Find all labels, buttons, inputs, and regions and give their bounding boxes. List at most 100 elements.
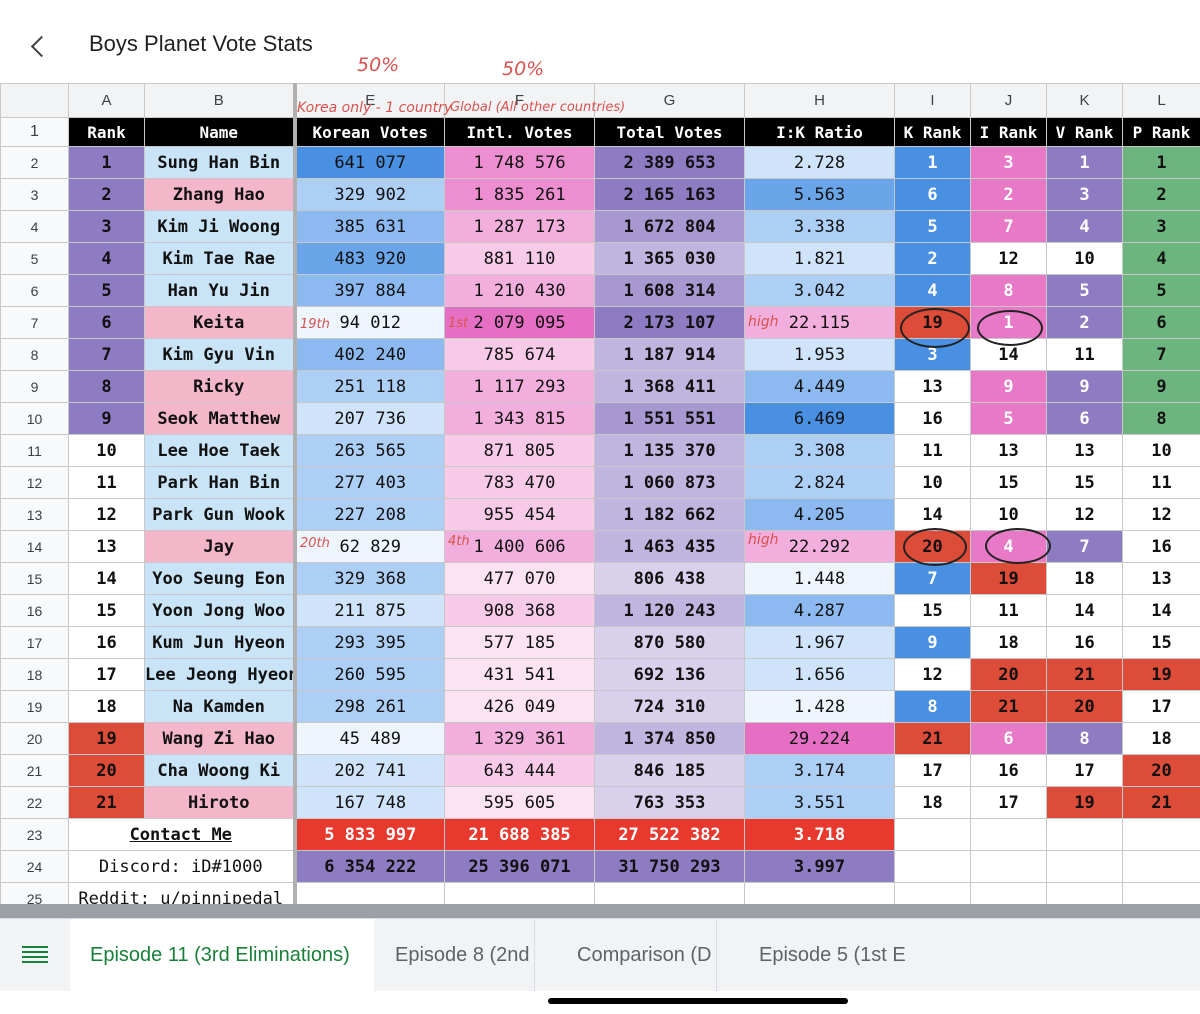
table-cell[interactable]: 692 136: [594, 658, 745, 691]
totals-cell[interactable]: 3.718: [744, 818, 895, 851]
table-cell[interactable]: 2: [1046, 306, 1123, 339]
header-cell[interactable]: I Rank: [970, 117, 1047, 147]
table-cell[interactable]: 783 470: [444, 466, 595, 499]
table-cell[interactable]: 16: [1122, 530, 1200, 563]
table-cell[interactable]: Han Yu Jin: [144, 274, 297, 307]
table-cell[interactable]: 62 829: [294, 530, 445, 563]
table-cell[interactable]: 9: [1046, 370, 1123, 403]
table-cell[interactable]: 4.287: [744, 594, 895, 627]
table-cell[interactable]: 6: [894, 178, 971, 211]
table-cell[interactable]: 12: [1046, 498, 1123, 531]
row-header[interactable]: 18: [0, 658, 69, 691]
table-cell[interactable]: Hiroto: [144, 786, 297, 819]
table-cell[interactable]: 329 902: [294, 178, 445, 211]
table-cell[interactable]: 1 210 430: [444, 274, 595, 307]
row-header[interactable]: 1: [0, 117, 69, 147]
column-header[interactable]: I: [894, 83, 971, 118]
table-cell[interactable]: 1 748 576: [444, 146, 595, 179]
empty-cell[interactable]: [970, 850, 1047, 883]
row-header[interactable]: 10: [0, 402, 69, 435]
table-cell[interactable]: 260 595: [294, 658, 445, 691]
table-cell[interactable]: 577 185: [444, 626, 595, 659]
table-cell[interactable]: 263 565: [294, 434, 445, 467]
empty-cell[interactable]: [1122, 850, 1200, 883]
header-cell[interactable]: Intl. Votes: [444, 117, 595, 147]
table-cell[interactable]: 4: [1122, 242, 1200, 275]
table-cell[interactable]: 4: [894, 274, 971, 307]
table-cell[interactable]: 1.428: [744, 690, 895, 723]
table-cell[interactable]: 1 135 370: [594, 434, 745, 467]
header-cell[interactable]: V Rank: [1046, 117, 1123, 147]
table-cell[interactable]: 1 551 551: [594, 402, 745, 435]
table-cell[interactable]: 13: [894, 370, 971, 403]
table-cell[interactable]: 1: [1122, 146, 1200, 179]
table-cell[interactable]: 10: [1122, 434, 1200, 467]
table-cell[interactable]: 20: [970, 658, 1047, 691]
table-cell[interactable]: Jay: [144, 530, 297, 563]
empty-cell[interactable]: [1122, 818, 1200, 851]
table-cell[interactable]: Keita: [144, 306, 297, 339]
header-cell[interactable]: Rank: [68, 117, 145, 147]
table-cell[interactable]: 13: [1046, 434, 1123, 467]
row-header[interactable]: 20: [0, 722, 69, 755]
table-cell[interactable]: 1 117 293: [444, 370, 595, 403]
table-cell[interactable]: 19: [970, 562, 1047, 595]
footer-info-cell[interactable]: Contact Me: [68, 818, 297, 851]
table-cell[interactable]: 21: [68, 786, 145, 819]
table-cell[interactable]: Park Gun Wook: [144, 498, 297, 531]
table-cell[interactable]: 8: [1046, 722, 1123, 755]
table-cell[interactable]: 18: [894, 786, 971, 819]
table-cell[interactable]: 277 403: [294, 466, 445, 499]
row-header[interactable]: 16: [0, 594, 69, 627]
table-cell[interactable]: 2.824: [744, 466, 895, 499]
table-cell[interactable]: 881 110: [444, 242, 595, 275]
table-cell[interactable]: 1.953: [744, 338, 895, 371]
table-cell[interactable]: Cha Woong Ki: [144, 754, 297, 787]
table-cell[interactable]: 2: [68, 178, 145, 211]
row-header[interactable]: 11: [0, 434, 69, 467]
table-cell[interactable]: 477 070: [444, 562, 595, 595]
table-cell[interactable]: 9: [68, 402, 145, 435]
row-header[interactable]: 8: [0, 338, 69, 371]
table-cell[interactable]: 397 884: [294, 274, 445, 307]
row-header[interactable]: 3: [0, 178, 69, 211]
table-cell[interactable]: 3: [68, 210, 145, 243]
table-cell[interactable]: 167 748: [294, 786, 445, 819]
table-cell[interactable]: 16: [68, 626, 145, 659]
table-cell[interactable]: 10: [970, 498, 1047, 531]
totals-cell[interactable]: 31 750 293: [594, 850, 745, 883]
table-cell[interactable]: 1 187 914: [594, 338, 745, 371]
column-header[interactable]: B: [144, 83, 297, 118]
table-cell[interactable]: 483 920: [294, 242, 445, 275]
table-cell[interactable]: 10: [894, 466, 971, 499]
table-cell[interactable]: 724 310: [594, 690, 745, 723]
table-cell[interactable]: 10: [1046, 242, 1123, 275]
table-cell[interactable]: 1 835 261: [444, 178, 595, 211]
table-cell[interactable]: 806 438: [594, 562, 745, 595]
table-cell[interactable]: 21: [970, 690, 1047, 723]
table-cell[interactable]: 1: [1046, 146, 1123, 179]
column-header[interactable]: A: [68, 83, 145, 118]
header-cell[interactable]: Total Votes: [594, 117, 745, 147]
table-cell[interactable]: 12: [970, 242, 1047, 275]
table-cell[interactable]: 21: [1046, 658, 1123, 691]
table-cell[interactable]: 8: [1122, 402, 1200, 435]
table-cell[interactable]: 763 353: [594, 786, 745, 819]
row-header[interactable]: 24: [0, 850, 69, 883]
table-cell[interactable]: 16: [1046, 626, 1123, 659]
table-cell[interactable]: 426 049: [444, 690, 595, 723]
table-cell[interactable]: Kim Tae Rae: [144, 242, 297, 275]
table-cell[interactable]: 11: [894, 434, 971, 467]
table-cell[interactable]: 7: [894, 562, 971, 595]
table-cell[interactable]: 45 489: [294, 722, 445, 755]
table-cell[interactable]: 19: [1046, 786, 1123, 819]
sheet-tab-episode-11[interactable]: Episode 11 (3rd Eliminations): [70, 919, 374, 991]
table-cell[interactable]: 16: [970, 754, 1047, 787]
empty-cell[interactable]: [1046, 850, 1123, 883]
header-cell[interactable]: P Rank: [1122, 117, 1200, 147]
table-cell[interactable]: 6: [1122, 306, 1200, 339]
table-cell[interactable]: 202 741: [294, 754, 445, 787]
table-cell[interactable]: 1 463 435: [594, 530, 745, 563]
row-header[interactable]: 15: [0, 562, 69, 595]
table-cell[interactable]: 17: [894, 754, 971, 787]
